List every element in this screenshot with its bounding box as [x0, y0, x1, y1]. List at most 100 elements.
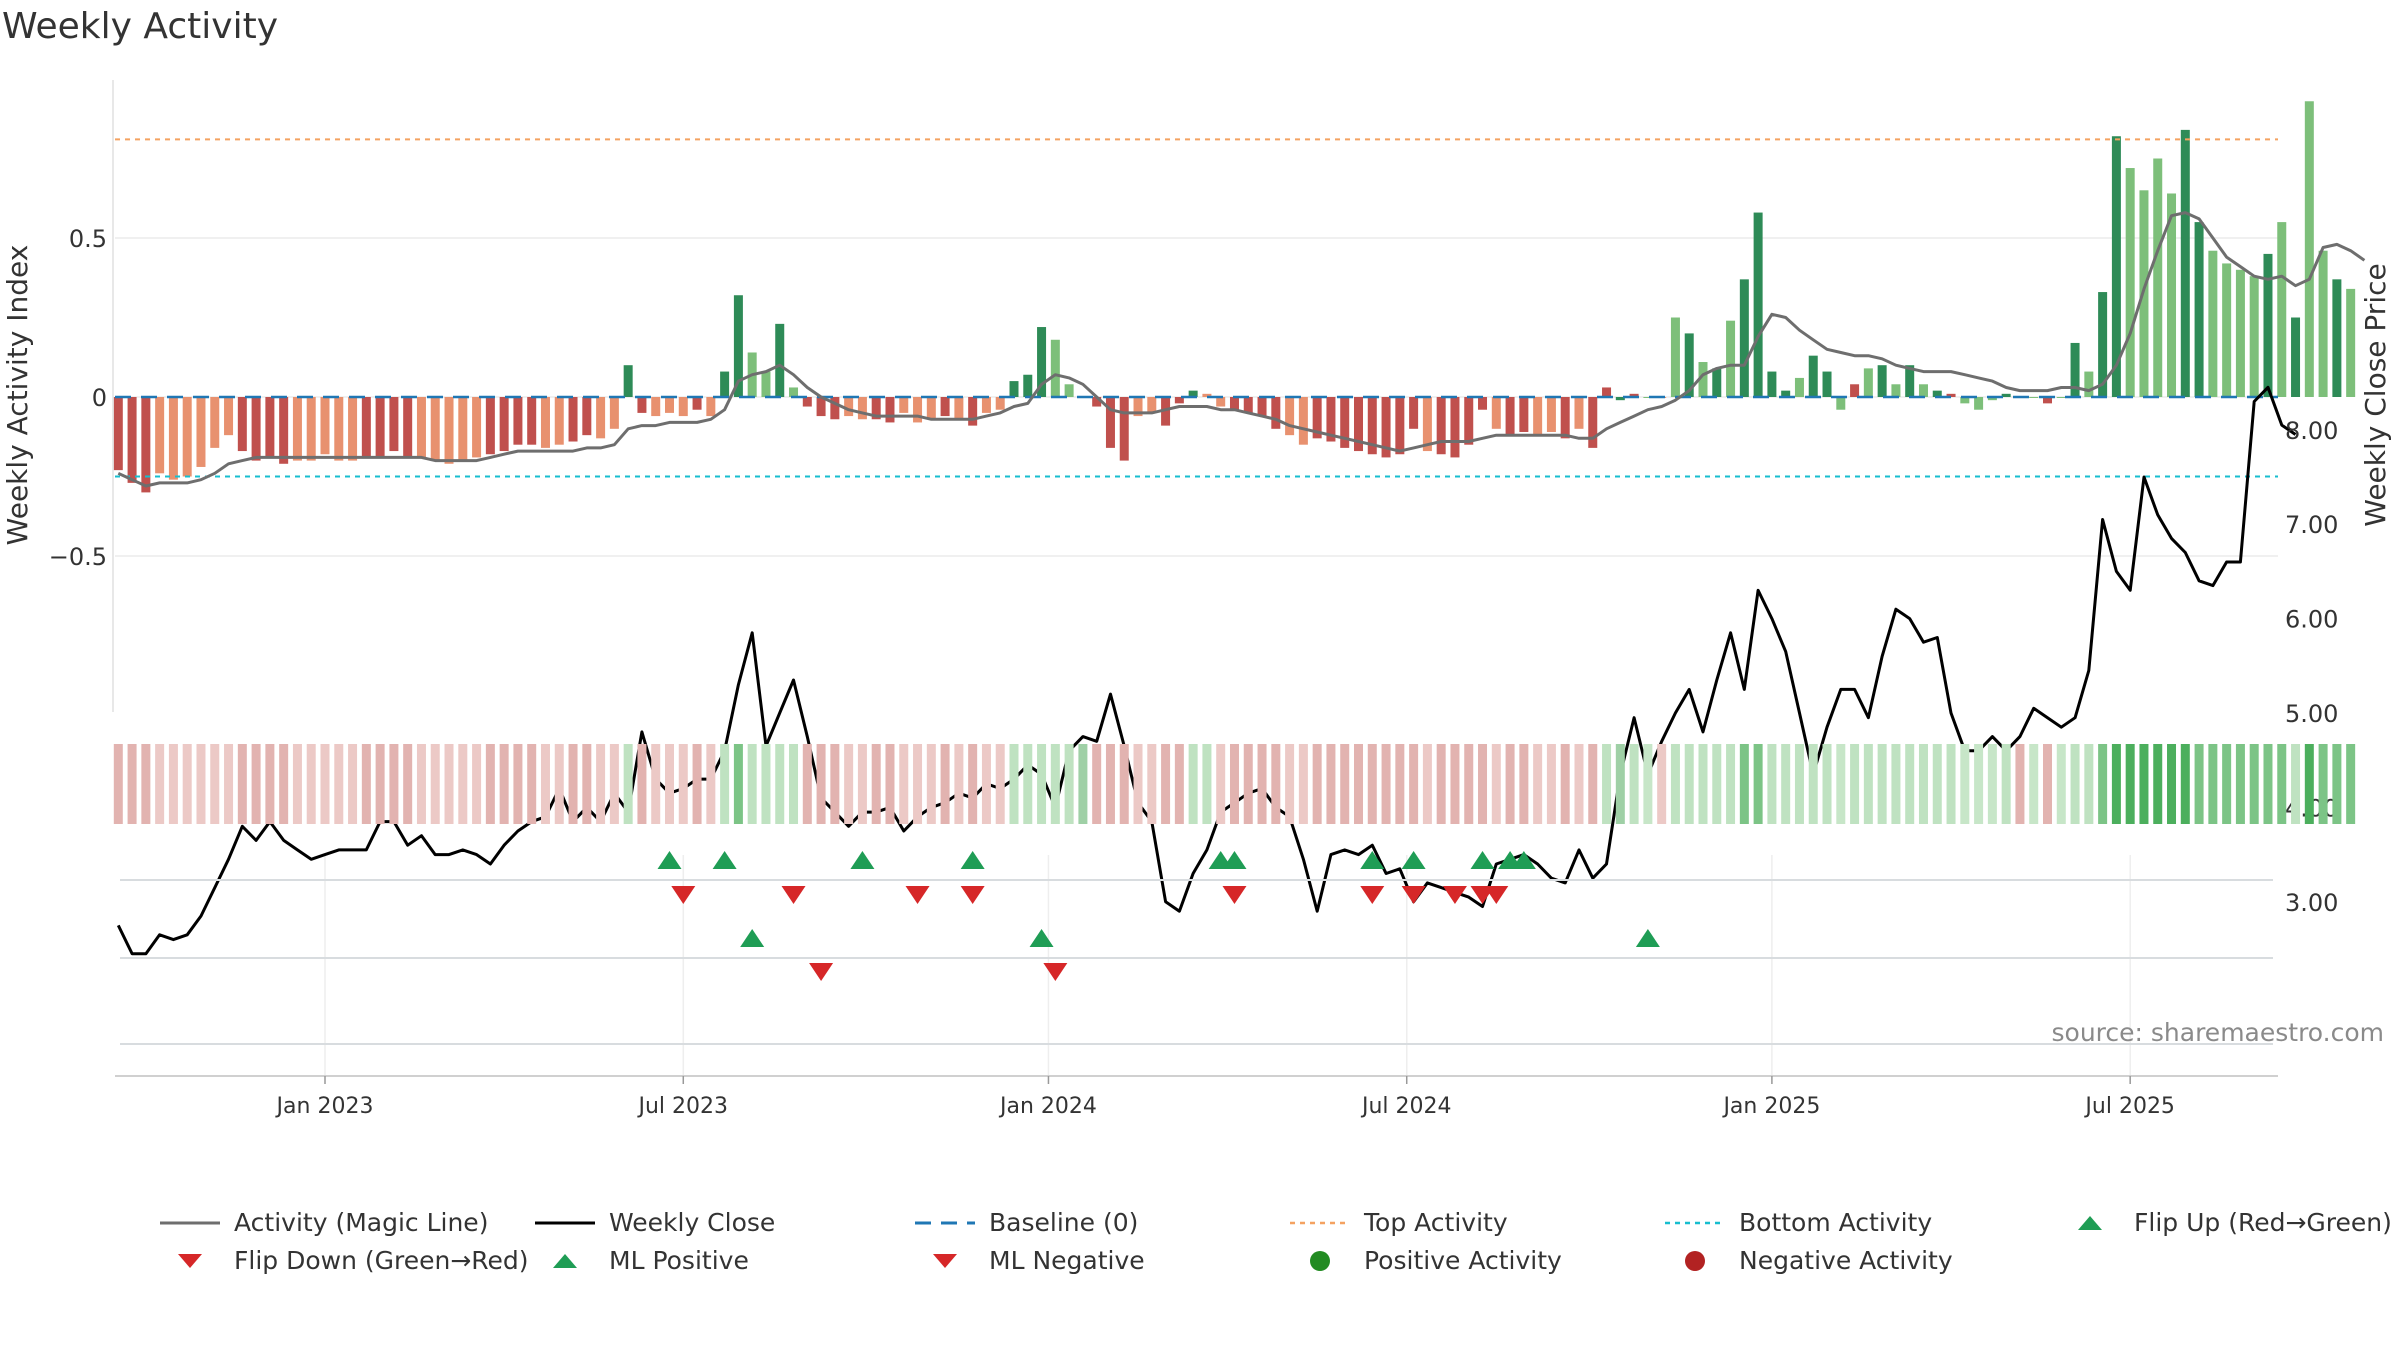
activity-bar — [1574, 397, 1584, 429]
y2-axis-title: Weekly Close Price — [2359, 263, 2392, 526]
activity-bar — [1781, 390, 1791, 397]
heat-cell — [1243, 744, 1253, 824]
activity-heat-strip — [113, 744, 2356, 824]
activity-bar — [816, 397, 826, 417]
heat-cell — [1395, 744, 1405, 824]
activity-bar — [651, 397, 661, 417]
heat-cell — [1629, 744, 1639, 824]
ml-negative-marker — [809, 963, 834, 981]
heat-cell — [2043, 744, 2052, 824]
weekly-close-line — [116, 385, 2297, 956]
heat-cell — [844, 744, 854, 824]
heat-cell — [1712, 744, 1722, 824]
heat-cell — [1064, 744, 1074, 824]
activity-bar — [623, 365, 633, 397]
heat-cell — [1946, 744, 1956, 824]
heat-cell — [1009, 744, 1019, 824]
heat-cell — [692, 744, 702, 824]
activity-bar — [554, 397, 564, 445]
activity-bar — [1629, 393, 1639, 397]
heat-cell — [2332, 744, 2342, 824]
heat-cell — [237, 744, 247, 824]
heat-cell — [926, 744, 936, 824]
heat-cell — [1381, 744, 1391, 824]
activity-bar — [2043, 397, 2052, 404]
activity-bar — [665, 397, 674, 413]
activity-bar — [1918, 384, 1928, 397]
activity-bar — [1298, 397, 1308, 445]
activity-bar — [995, 397, 1005, 410]
heat-cell — [1588, 744, 1598, 824]
heat-cell — [389, 744, 399, 824]
heat-cell — [2098, 744, 2108, 824]
legend-swatch-top — [1290, 1221, 1350, 1224]
heat-cell — [113, 744, 123, 824]
activity-bar — [1147, 397, 1157, 413]
legend-label: Baseline (0) — [989, 1208, 1139, 1237]
heat-cell — [306, 744, 316, 824]
activity-bar — [1850, 384, 1860, 397]
heat-cell — [1023, 744, 1033, 824]
heat-cell — [196, 744, 206, 824]
activity-bar — [1932, 390, 1942, 397]
activity-bar — [1588, 397, 1598, 448]
legend-item-bottom: Bottom Activity — [1665, 1208, 1932, 1237]
activity-bar — [940, 397, 950, 417]
gridlines — [115, 237, 2278, 1076]
activity-bar — [1243, 397, 1253, 413]
activity-bar — [1560, 397, 1570, 439]
heat-cell — [2304, 744, 2314, 824]
activity-bar — [416, 397, 426, 458]
heat-cell — [2346, 744, 2356, 824]
legend-swatch-flipup — [2078, 1215, 2102, 1230]
heat-cell — [2111, 744, 2121, 824]
activity-bar — [2180, 129, 2190, 397]
heat-cell — [1422, 744, 1432, 824]
heat-cell — [665, 744, 674, 824]
heat-cell — [1478, 744, 1488, 824]
activity-bar — [1381, 397, 1391, 458]
legend-item-posact: Positive Activity — [1290, 1246, 1562, 1275]
flip-down-marker — [1222, 886, 1247, 904]
activity-bar — [1285, 397, 1295, 436]
heat-cell — [2029, 744, 2039, 824]
heat-cell — [830, 744, 840, 824]
heat-cell — [1326, 744, 1336, 824]
legend-label: Positive Activity — [1364, 1246, 1562, 1275]
heat-cell — [1298, 744, 1308, 824]
activity-bar — [1216, 397, 1226, 407]
heat-cell — [540, 744, 550, 824]
activity-bar — [1533, 397, 1543, 436]
activity-bar — [1767, 371, 1777, 397]
flip-up-marker — [1222, 851, 1247, 869]
heat-cell — [499, 744, 509, 824]
heat-cell — [968, 744, 978, 824]
activity-bar — [2291, 317, 2301, 397]
activity-bar — [1505, 397, 1515, 436]
legend-item-mlneg: ML Negative — [915, 1246, 1145, 1275]
y-tick-label: 0.5 — [69, 225, 107, 253]
source-credit: source: sharemaestro.com — [2051, 1018, 2385, 1047]
activity-bar — [1726, 320, 1736, 397]
heat-cell — [789, 744, 799, 824]
heat-cell — [2153, 744, 2163, 824]
activity-bar — [596, 397, 606, 439]
ml-negative-marker — [1043, 963, 1068, 981]
activity-bar — [196, 397, 206, 467]
activity-bar — [1643, 397, 1653, 398]
activity-bar — [2222, 263, 2232, 397]
activity-bar — [2277, 222, 2287, 397]
flip-up-marker — [1511, 851, 1536, 869]
activity-bar — [1877, 365, 1887, 397]
heat-cell — [554, 744, 564, 824]
heat-cell — [1863, 744, 1873, 824]
legend-label: ML Negative — [989, 1246, 1145, 1275]
flip-up-marker — [1401, 851, 1426, 869]
activity-bar — [1602, 387, 1612, 397]
heat-cell — [141, 744, 151, 824]
activity-bar — [168, 397, 178, 480]
heat-cell — [885, 744, 895, 824]
heat-cell — [210, 744, 220, 824]
heat-cell — [1615, 744, 1625, 824]
heat-cell — [816, 744, 826, 824]
